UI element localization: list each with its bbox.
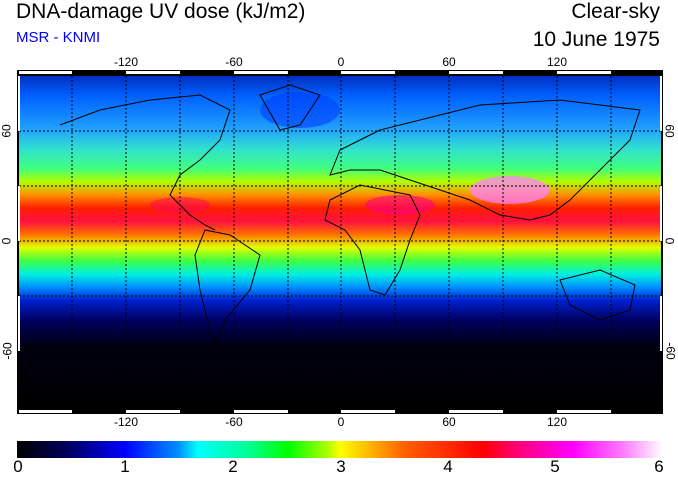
colorbar-label: 1 (120, 457, 130, 476)
graticule (19, 76, 661, 406)
source-label: MSR - KNMI (16, 29, 101, 46)
lon-tick-top: -120 (113, 55, 139, 69)
colorbar-label: 0 (13, 457, 23, 476)
lon-tick-bottom: 120 (546, 415, 568, 429)
colorbar (17, 441, 663, 458)
date-label: 10 June 1975 (532, 28, 660, 51)
cloud-north-atlantic (260, 92, 340, 128)
lon-tick-bottom: 0 (337, 415, 345, 429)
condition-label: Clear-sky (571, 0, 660, 23)
colorbar-label: 2 (228, 457, 238, 476)
map-title: DNA-damage UV dose (kJ/m2) (16, 0, 306, 23)
lon-tick-top: 120 (546, 55, 568, 69)
uv-dose-world-map (17, 70, 663, 414)
coastlines (59, 84, 641, 347)
lon-tick-bottom: -60 (225, 415, 243, 429)
lon-tick-top: -60 (225, 55, 243, 69)
lon-tick-bottom: -120 (113, 415, 139, 429)
colorbar-label: 3 (336, 457, 346, 476)
colorbar-label: 6 (654, 457, 664, 476)
hotspot-tibet (470, 176, 550, 204)
lat-tick-right: 0 (662, 237, 677, 245)
colorbar-label: 4 (443, 457, 453, 476)
lon-tick-top: 0 (337, 55, 345, 69)
frame-ticks (18, 71, 662, 413)
lon-tick-top: 60 (442, 55, 456, 69)
hotspot-sahara (365, 195, 435, 215)
lon-tick-bottom: 60 (442, 415, 456, 429)
lat-tick-left: 0 (0, 237, 14, 245)
lat-tick-left: 60 (0, 124, 14, 138)
colorbar-label: 5 (550, 457, 560, 476)
lat-tick-right: -60 (663, 342, 678, 360)
lat-tick-right: 60 (662, 124, 677, 138)
lat-tick-left: -60 (0, 342, 15, 360)
